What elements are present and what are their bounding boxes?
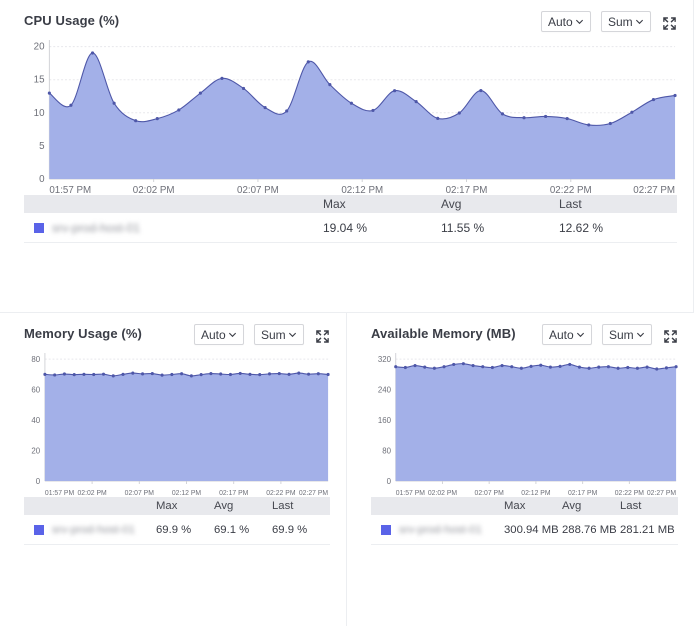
svg-text:02:27 PM: 02:27 PM	[299, 490, 328, 497]
svg-text:0: 0	[387, 477, 392, 486]
svg-text:02:22 PM: 02:22 PM	[266, 490, 295, 497]
svg-text:40: 40	[31, 416, 40, 425]
svg-text:240: 240	[378, 385, 392, 394]
svg-text:02:07 PM: 02:07 PM	[125, 490, 154, 497]
svg-text:160: 160	[378, 416, 392, 425]
svg-text:0: 0	[39, 174, 45, 185]
svg-text:02:27 PM: 02:27 PM	[647, 490, 676, 497]
svg-text:02:17 PM: 02:17 PM	[568, 490, 597, 497]
svg-text:02:22 PM: 02:22 PM	[550, 185, 592, 195]
svg-text:15: 15	[34, 75, 45, 86]
svg-text:02:12 PM: 02:12 PM	[341, 185, 383, 195]
svg-text:02:02 PM: 02:02 PM	[133, 185, 175, 195]
svg-text:320: 320	[378, 355, 392, 364]
svg-text:02:12 PM: 02:12 PM	[521, 490, 550, 497]
svg-text:01:57 PM: 01:57 PM	[396, 490, 425, 497]
svg-text:5: 5	[39, 141, 45, 152]
svg-text:0: 0	[36, 477, 41, 486]
svg-text:80: 80	[382, 446, 391, 455]
svg-text:02:02 PM: 02:02 PM	[428, 490, 457, 497]
svg-text:60: 60	[31, 385, 40, 394]
svg-text:01:57 PM: 01:57 PM	[49, 185, 91, 195]
svg-text:02:12 PM: 02:12 PM	[172, 490, 201, 497]
svg-text:20: 20	[34, 42, 45, 53]
svg-text:02:02 PM: 02:02 PM	[77, 490, 106, 497]
svg-text:02:17 PM: 02:17 PM	[219, 490, 248, 497]
svg-text:02:07 PM: 02:07 PM	[475, 490, 504, 497]
svg-text:80: 80	[31, 355, 40, 364]
svg-text:10: 10	[34, 108, 45, 119]
svg-text:20: 20	[31, 446, 40, 455]
svg-text:01:57 PM: 01:57 PM	[45, 490, 74, 497]
svg-text:02:27 PM: 02:27 PM	[633, 185, 675, 195]
svg-text:02:17 PM: 02:17 PM	[446, 185, 488, 195]
svg-text:02:22 PM: 02:22 PM	[615, 490, 644, 497]
svg-text:02:07 PM: 02:07 PM	[237, 185, 279, 195]
